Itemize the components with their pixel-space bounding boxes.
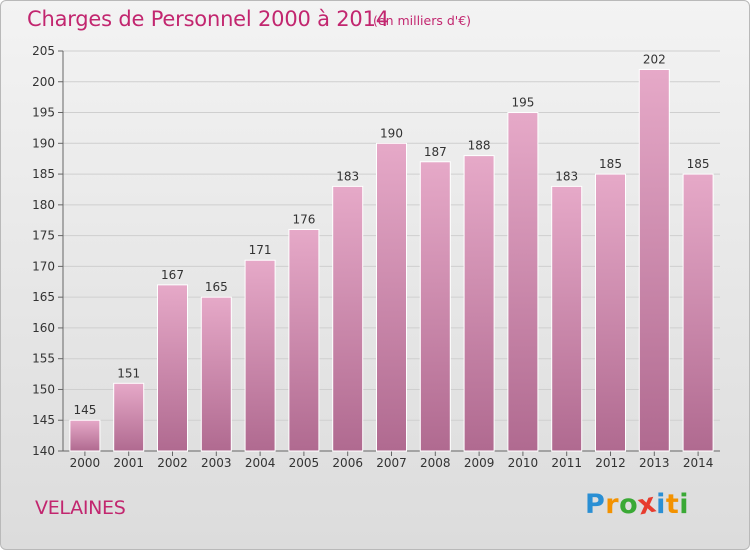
y-tick-label: 165 bbox=[32, 290, 55, 304]
logo-letter: i bbox=[679, 489, 690, 520]
logo-letter: o bbox=[619, 489, 639, 520]
y-tick-label: 200 bbox=[32, 75, 55, 89]
y-tick-label: 170 bbox=[32, 259, 55, 273]
logo-letter: P bbox=[585, 489, 606, 520]
y-tick-label: 160 bbox=[32, 321, 55, 335]
y-tick-label: 205 bbox=[32, 44, 55, 58]
y-tick-label: 190 bbox=[32, 136, 55, 150]
value-label-2007: 190 bbox=[380, 126, 403, 140]
x-tick-label-2001: 2001 bbox=[113, 456, 144, 470]
bar-2006 bbox=[332, 185, 364, 452]
chart-title: Charges de Personnel 2000 à 2014 bbox=[27, 7, 389, 31]
bar-2004 bbox=[244, 259, 276, 452]
x-tick-label-2012: 2012 bbox=[595, 456, 626, 470]
x-tick-label-2007: 2007 bbox=[376, 456, 407, 470]
y-tick-label: 175 bbox=[32, 229, 55, 243]
value-label-2010: 195 bbox=[511, 96, 534, 110]
value-label-2003: 165 bbox=[205, 280, 228, 294]
x-tick-label-2014: 2014 bbox=[683, 456, 714, 470]
x-tick-label-2003: 2003 bbox=[201, 456, 232, 470]
x-tick-label-2008: 2008 bbox=[420, 456, 451, 470]
x-tick-label-2000: 2000 bbox=[70, 456, 101, 470]
value-label-2009: 188 bbox=[468, 139, 491, 153]
bar-2001 bbox=[113, 382, 145, 452]
x-tick-label-2004: 2004 bbox=[245, 456, 276, 470]
value-label-2011: 183 bbox=[555, 169, 578, 183]
y-tick-label: 185 bbox=[32, 167, 55, 181]
value-label-2004: 171 bbox=[249, 243, 272, 257]
y-tick-label: 140 bbox=[32, 444, 55, 458]
bar-2012 bbox=[595, 173, 626, 452]
value-label-2000: 145 bbox=[73, 403, 96, 417]
bar-2007 bbox=[376, 142, 407, 452]
value-label-2002: 167 bbox=[161, 268, 184, 282]
logo-letter: t bbox=[665, 489, 680, 520]
bar-2013 bbox=[638, 68, 670, 452]
proxiti-logo: Proxiti bbox=[585, 487, 690, 521]
value-label-2013: 202 bbox=[643, 52, 666, 66]
bar-2003 bbox=[200, 296, 232, 452]
value-label-2014: 185 bbox=[687, 157, 710, 171]
bar-2014 bbox=[682, 173, 714, 452]
bar-2010 bbox=[507, 112, 539, 452]
x-tick-label-2009: 2009 bbox=[464, 456, 495, 470]
x-tick-label-2002: 2002 bbox=[157, 456, 188, 470]
bar-2002 bbox=[157, 284, 188, 452]
x-tick-label-2011: 2011 bbox=[551, 456, 582, 470]
bar-2000 bbox=[69, 419, 101, 452]
value-label-2005: 176 bbox=[292, 212, 315, 226]
y-tick-label: 195 bbox=[32, 106, 55, 120]
logo-letter: r bbox=[605, 489, 620, 520]
y-tick-label: 180 bbox=[32, 198, 55, 212]
value-label-2008: 187 bbox=[424, 145, 447, 159]
x-tick-label-2006: 2006 bbox=[332, 456, 363, 470]
bar-2009 bbox=[463, 155, 495, 452]
x-tick-label-2013: 2013 bbox=[639, 456, 670, 470]
x-tick-label-2010: 2010 bbox=[508, 456, 539, 470]
bar-2011 bbox=[551, 185, 583, 452]
y-tick-label: 155 bbox=[32, 352, 55, 366]
chart-subtitle: (en milliers d'€) bbox=[373, 13, 472, 28]
value-label-2006: 183 bbox=[336, 169, 359, 183]
logo-letter: i bbox=[656, 489, 666, 520]
y-tick-label: 150 bbox=[32, 382, 55, 396]
bar-2005 bbox=[288, 228, 320, 452]
value-label-2012: 185 bbox=[599, 157, 622, 171]
y-tick-label: 145 bbox=[32, 413, 55, 427]
value-label-2001: 151 bbox=[117, 366, 140, 380]
commune-name: VELAINES bbox=[35, 497, 126, 519]
bar-2008 bbox=[419, 161, 451, 452]
x-tick-label-2005: 2005 bbox=[289, 456, 320, 470]
